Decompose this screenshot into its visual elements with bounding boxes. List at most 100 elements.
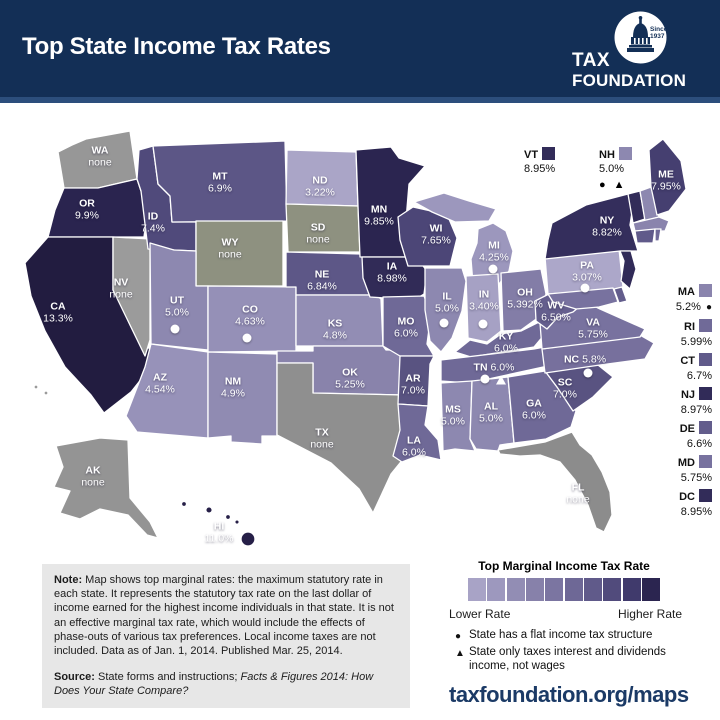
legend-swatch [584, 578, 602, 601]
state-label-ga: GA 6.0% [522, 397, 546, 421]
state-label-nm: NM 4.9% [221, 375, 245, 399]
legend-title: Top Marginal Income Tax Rate [478, 559, 650, 573]
callout-dc: DC 8.95% [679, 489, 712, 518]
flat-tax-dot-icon [583, 368, 593, 378]
color-swatch [699, 489, 712, 502]
tax-foundation-capitol-icon: Since 1937 [614, 11, 667, 64]
state-label-ms: MS 5.0% [441, 403, 465, 427]
state-shape-mi-upper [413, 192, 497, 223]
state-shape-ma [632, 216, 670, 232]
state-shape-md [547, 287, 619, 310]
color-swatch [699, 353, 712, 366]
color-swatch [699, 284, 712, 297]
interest-note-text: State only taxes interest and dividends … [469, 646, 666, 672]
state-label-ks: KS 4.8% [323, 317, 347, 341]
state-shape-ks [295, 294, 384, 347]
source-label: Source: [54, 671, 95, 684]
flat-tax-dot-icon: ● [705, 302, 712, 313]
legend-swatch [603, 578, 622, 601]
legend-swatch [545, 578, 564, 601]
state-shape-ct [634, 228, 656, 244]
interest-triangle-icon: ▲ [455, 648, 465, 659]
state-label-ca: CA 13.3% [43, 300, 73, 324]
state-label-ok: OK 5.25% [335, 366, 365, 390]
state-label-wy: WY none [218, 236, 242, 260]
state-label-tx: TX none [310, 426, 334, 450]
state-shape-ny [544, 193, 639, 260]
callout-nj: NJ 8.97% [680, 387, 712, 416]
color-swatch [699, 421, 712, 434]
source-text: State forms and instructions; [94, 671, 241, 684]
callout-symbols: ●▲ [599, 179, 633, 191]
legend-higher-label: Higher Rate [617, 607, 682, 621]
legend-gradient-bar [468, 578, 660, 601]
header-bar: Top State Income Tax Rates Since 1937 TA… [0, 0, 720, 97]
page-title: Top State Income Tax Rates [22, 33, 331, 60]
note-box: Note: Map shows top marginal rates: the … [42, 564, 410, 708]
state-label-me: ME 7.95% [651, 168, 681, 192]
state-shape-mt [152, 140, 288, 223]
legend-swatch [468, 578, 486, 601]
svg-text:1937: 1937 [650, 33, 665, 40]
state-shape-ri [654, 228, 662, 242]
state-label-nc: NC 5.8% [563, 353, 607, 366]
state-label-tn: TN 6.0% [473, 361, 515, 374]
header-accent-line [0, 97, 720, 103]
state-label-ky: KY 6.0% [494, 330, 518, 354]
channel-island-icon [33, 384, 39, 390]
legend-swatch [506, 578, 525, 601]
state-label-mt: MT 6.9% [208, 170, 232, 194]
svg-text:Since: Since [650, 26, 667, 33]
state-shape-il [424, 267, 467, 353]
legend-interest-note: ▲ State only taxes interest and dividend… [455, 646, 693, 673]
flat-tax-dot-icon [488, 264, 498, 274]
legend-swatch [526, 578, 544, 601]
state-label-mn: MN 9.85% [364, 203, 394, 227]
state-label-pa: PA 3.07% [572, 259, 602, 283]
state-label-in: IN 3.40% [469, 288, 499, 312]
legend-swatch [487, 578, 506, 601]
flat-tax-dot-icon [170, 324, 180, 334]
east-coast-callout-list: MA 5.2% ● RI 5.99% CT 6.7% NJ 8.97% DE 6.6% MD 5.75… [650, 284, 712, 523]
state-label-sd: SD none [306, 221, 330, 245]
state-shape-tx [276, 362, 417, 514]
hawaii-island-icon [224, 513, 232, 521]
state-label-va: VA 5.75% [578, 316, 608, 340]
state-shape-nj [619, 250, 637, 290]
state-shape-me [648, 138, 687, 216]
logo-foundation-text: FOUNDATION [572, 71, 687, 90]
color-swatch [699, 387, 712, 400]
color-swatch [542, 147, 556, 160]
state-label-mi: MI 4.25% [479, 239, 509, 263]
state-label-id: ID 7.4% [141, 210, 165, 234]
callout-nh: NH 5.0% ●▲ [599, 147, 669, 191]
hawaii-island-icon [205, 506, 213, 514]
state-label-ny: NY 8.82% [592, 214, 622, 238]
callout-vt: VT 8.95% [524, 147, 556, 175]
state-label-oh: OH 5.392% [507, 286, 543, 310]
callout-ri: RI 5.99% [680, 319, 712, 348]
callout-ma: MA 5.2% ● [675, 284, 712, 313]
note-label: Note: [54, 574, 83, 586]
state-label-ak: AK none [81, 464, 105, 488]
state-shape-in [465, 273, 502, 343]
state-shape-la [392, 403, 442, 463]
flat-tax-dot-icon: ● [455, 631, 462, 642]
color-swatch [618, 147, 632, 160]
flat-tax-dot-icon [580, 283, 590, 293]
state-label-al: AL 5.0% [479, 400, 503, 424]
legend-lower-label: Lower Rate [449, 607, 511, 621]
hawaii-island-icon [180, 500, 188, 508]
state-shape-ak [53, 437, 159, 539]
state-label-wa: WA none [88, 144, 112, 168]
state-label-il: IL 5.0% [435, 290, 459, 314]
taxfoundation-url: taxfoundation.org/maps [449, 682, 689, 707]
state-label-ia: IA 8.98% [377, 260, 407, 284]
state-shape-ar [397, 355, 435, 407]
state-label-nd: ND 3.22% [305, 174, 335, 198]
state-label-wi: WI 7.65% [421, 222, 451, 246]
legend-flat-note: ● State has a flat income tax structure [455, 629, 693, 644]
state-shape-nv [112, 236, 151, 357]
